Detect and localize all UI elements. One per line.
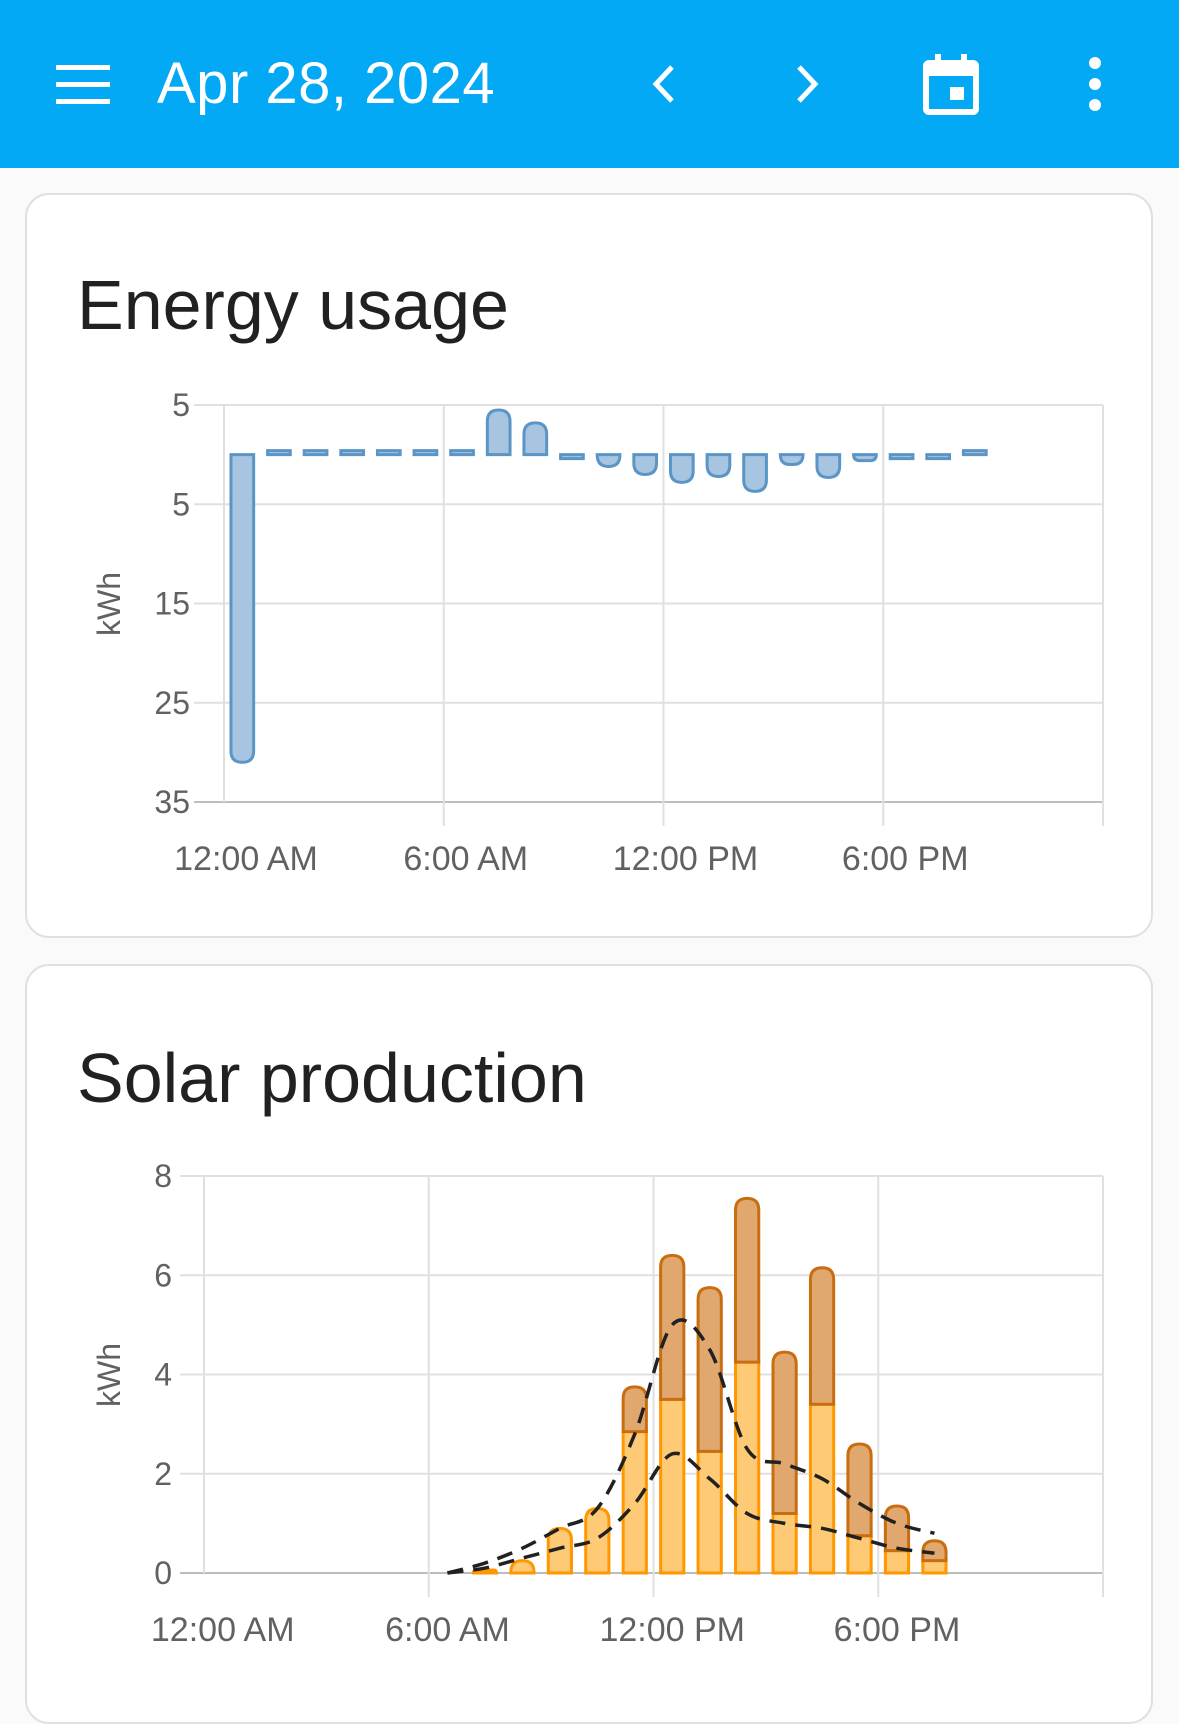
x-tick-label: 6:00 PM — [842, 840, 969, 878]
solar-bar-segment — [696, 1449, 723, 1575]
x-tick-label: 12:00 AM — [174, 840, 318, 878]
forecast-line — [447, 1451, 935, 1575]
y-tick-label: 4 — [154, 1357, 172, 1393]
solar-bar-segment — [734, 1360, 761, 1575]
energy-bar — [778, 453, 805, 467]
solar-bar-segment — [921, 1559, 948, 1575]
energy-bar — [229, 453, 256, 764]
solar-bar-segment — [808, 1266, 836, 1406]
y-tick-label: 2 — [154, 1456, 172, 1492]
y-tick-label: 8 — [154, 1158, 172, 1194]
solar-bar-segment — [883, 1549, 911, 1575]
energy-bar — [668, 453, 695, 484]
y-tick-label: 5 — [172, 486, 190, 522]
energy-bar — [302, 449, 329, 457]
energy-bar — [742, 453, 768, 493]
energy-bar — [449, 449, 475, 457]
x-tick-label: 12:00 PM — [599, 1611, 745, 1649]
energy-bar — [852, 453, 878, 463]
x-tick-label: 6:00 AM — [403, 840, 528, 878]
energy-bar — [815, 453, 842, 479]
y-tick-label: 25 — [154, 685, 190, 721]
energy-bar — [375, 449, 402, 457]
app-bar: Apr 28, 2024 — [0, 0, 1179, 168]
y-tick-label: 15 — [154, 586, 190, 622]
energy-bar — [925, 453, 952, 461]
page-title: Apr 28, 2024 — [157, 51, 496, 116]
chevron-right-icon[interactable] — [767, 44, 847, 124]
more-vert-icon[interactable] — [1055, 44, 1135, 124]
energy-usage-chart: 5 5 15 25 35 12:00 AM 6:00 AM 12:00 PM 6:00 PM kW… — [91, 387, 1104, 878]
energy-bar — [412, 449, 439, 457]
y-tick-label: 35 — [154, 784, 190, 820]
chevron-left-icon[interactable] — [624, 44, 704, 124]
solar-bar-segment — [771, 1350, 798, 1515]
solar-production-chart: 0 2 4 6 8 12:00 AM 6:00 AM 12:00 PM 6:00 PM kWh — [91, 1158, 1104, 1649]
energy-bar — [888, 453, 915, 461]
forecast-line — [447, 1318, 935, 1575]
energy-bar — [632, 453, 659, 476]
solar-bar-segment — [846, 1534, 873, 1575]
solar-bar-segment — [846, 1442, 873, 1538]
energy-bar — [705, 453, 732, 478]
solar-bar-segment — [659, 1397, 686, 1575]
solar-bar-segment — [659, 1253, 686, 1401]
solar-bar-segment — [696, 1286, 723, 1453]
y-tick-label: 0 — [154, 1555, 172, 1591]
calendar-icon[interactable] — [911, 44, 991, 124]
energy-usage-card: Energy usage — [25, 193, 1153, 938]
solar-bar-segment — [921, 1539, 948, 1563]
solar-bar-segment — [509, 1559, 536, 1575]
solar-bar-segment — [734, 1196, 761, 1364]
y-axis-label: kWh — [91, 1343, 127, 1407]
x-tick-label: 6:00 AM — [385, 1611, 510, 1649]
solar-bar-segment — [808, 1402, 836, 1575]
y-axis-label: kWh — [91, 572, 127, 636]
y-tick-label: 5 — [172, 387, 190, 423]
menu-icon[interactable] — [44, 44, 124, 124]
energy-usage-title: Energy usage — [77, 266, 509, 344]
solar-production-title: Solar production — [77, 1039, 587, 1117]
y-tick-label: 6 — [154, 1257, 172, 1293]
solar-bar-segment — [621, 1430, 648, 1575]
energy-bar — [559, 453, 585, 461]
energy-bar — [961, 449, 988, 457]
energy-bar — [522, 421, 549, 457]
x-tick-label: 6:00 PM — [834, 1611, 961, 1649]
energy-bar — [266, 449, 292, 457]
solar-bar-segment — [883, 1504, 911, 1553]
energy-bar — [595, 453, 622, 469]
x-tick-label: 12:00 PM — [613, 840, 759, 878]
x-tick-label: 12:00 AM — [151, 1611, 295, 1649]
solar-production-card: Solar production — [25, 964, 1153, 1724]
energy-bar — [339, 449, 366, 457]
energy-bar — [485, 408, 512, 457]
